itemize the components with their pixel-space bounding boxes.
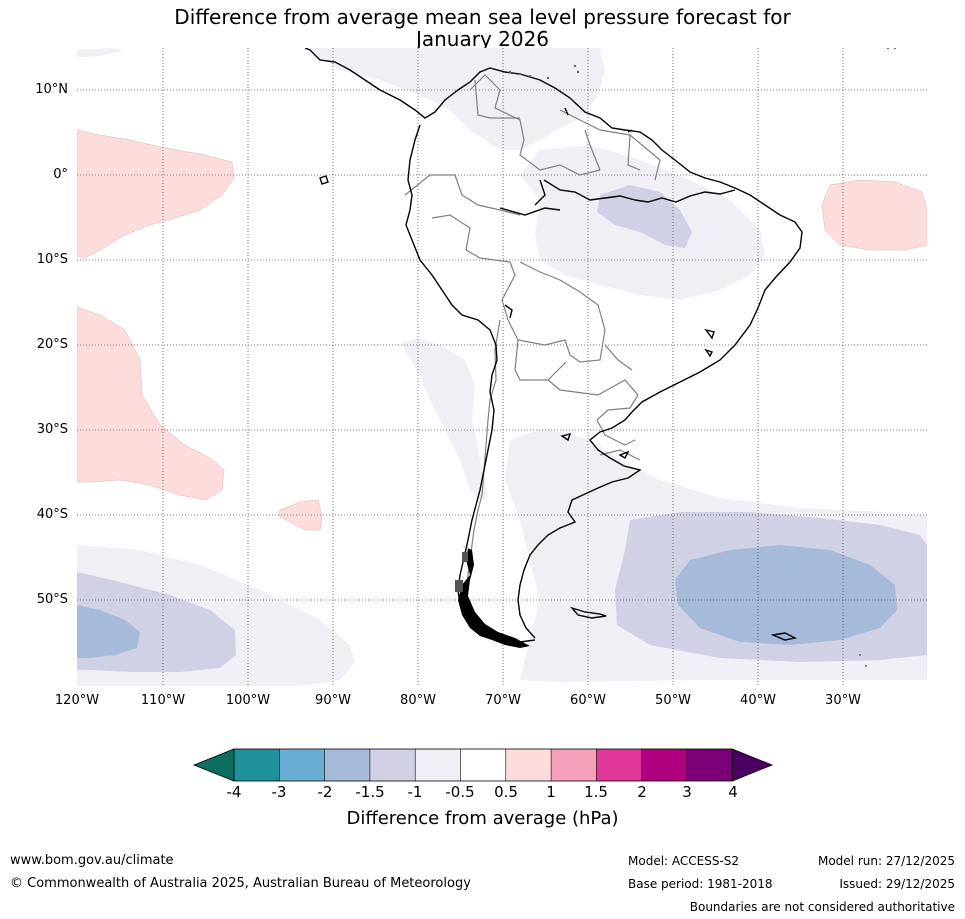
lat-label-0: 0° <box>53 167 68 182</box>
colorbar-swatch-8 <box>551 749 597 781</box>
colorbar-tick-label: 0.5 <box>494 783 518 801</box>
colorbar-swatch-3 <box>324 749 370 781</box>
footer-model: Model: ACCESS-S2 <box>628 854 740 868</box>
positive-anomaly-island-small <box>278 499 323 531</box>
negative-anomaly-core-pacific <box>77 605 140 658</box>
lat-label-50s: 50°S <box>36 592 68 607</box>
colorbar-tick-label: -2 <box>317 783 333 801</box>
lon-label-60w: 60°W <box>570 693 606 708</box>
lon-label-30w: 30°W <box>825 693 861 708</box>
colorbar-swatch-4 <box>369 749 416 781</box>
negative-anomaly-region-chile-coast <box>402 338 488 500</box>
colorbar-tick-label: 1.5 <box>584 783 608 801</box>
colorbar-tick-label: 3 <box>682 783 692 801</box>
lon-label-120w: 120°W <box>54 693 100 708</box>
lon-label-90w: 90°W <box>315 693 351 708</box>
footer-url[interactable]: www.bom.gov.au/climate <box>10 853 174 868</box>
colorbar-swatch-2 <box>279 749 325 781</box>
graticule <box>77 48 927 686</box>
negative-anomaly-region-caribbean <box>305 48 605 150</box>
colorbar-tick-label: 2 <box>637 783 647 801</box>
lon-label-100w: 100°W <box>225 693 271 708</box>
colorbar-swatch-5 <box>415 749 461 781</box>
positive-anomaly-region-east-pacific <box>77 129 235 259</box>
chart-title-line2: January 2026 <box>415 27 550 51</box>
colorbar-tick-label: -1.5 <box>355 783 385 801</box>
lon-label-40w: 40°W <box>740 693 776 708</box>
colorbar-swatch-1 <box>234 749 280 781</box>
colorbar-swatch-10 <box>641 749 687 781</box>
footer-base-period: Base period: 1981-2018 <box>628 877 773 891</box>
footer-disclaimer: Boundaries are not considered authoritat… <box>689 900 955 914</box>
lon-label-50w: 50°W <box>655 693 691 708</box>
lat-label-20s: 20°S <box>36 337 68 352</box>
colorbar-below-min <box>192 748 235 782</box>
negative-anomaly-core-atlantic <box>675 545 897 645</box>
lon-label-110w: 110°W <box>140 693 186 708</box>
colorbar <box>192 748 774 782</box>
lat-label-10s: 10°S <box>36 252 68 267</box>
colorbar-swatch-6 <box>460 749 506 781</box>
positive-anomaly-region-southeast-pacific <box>77 306 225 501</box>
lon-label-70w: 70°W <box>485 693 521 708</box>
colorbar-tick-label: -0.5 <box>445 783 475 801</box>
anomaly-fields <box>77 48 927 686</box>
colorbar-swatch-11 <box>687 749 733 781</box>
colorbar-tick-label: -3 <box>271 783 287 801</box>
colorbar-swatch-7 <box>505 749 552 781</box>
caribbean-islands <box>508 48 897 667</box>
fjord-coastline <box>455 545 530 648</box>
country-borders <box>404 74 661 591</box>
lat-label-40s: 40°S <box>36 507 68 522</box>
map-area <box>77 48 927 686</box>
footer-copyright: © Commonwealth of Australia 2025, Austra… <box>10 876 471 891</box>
lat-label-30s: 30°S <box>36 422 68 437</box>
lon-label-80w: 80°W <box>400 693 436 708</box>
colorbar-above-max <box>731 748 774 782</box>
negative-anomaly-region-brazil <box>597 185 692 248</box>
positive-anomaly-region-south-atlantic <box>821 179 927 251</box>
lat-label-10n: 10°N <box>35 82 68 97</box>
colorbar-tick-label: 4 <box>728 783 738 801</box>
colorbar-swatch-9 <box>596 749 642 781</box>
colorbar-tick-label: -1 <box>407 783 423 801</box>
colorbar-title: Difference from average (hPa) <box>346 808 619 829</box>
chart-title-line1: Difference from average mean sea level p… <box>174 5 791 29</box>
negative-anomaly-region-northeast-pacific <box>77 48 125 57</box>
colorbar-tick-label: 1 <box>546 783 556 801</box>
colorbar-tick-label: -4 <box>226 783 242 801</box>
footer-model-run: Model run: 27/12/2025 <box>817 854 955 868</box>
footer-issued: Issued: 29/12/2025 <box>839 877 955 891</box>
